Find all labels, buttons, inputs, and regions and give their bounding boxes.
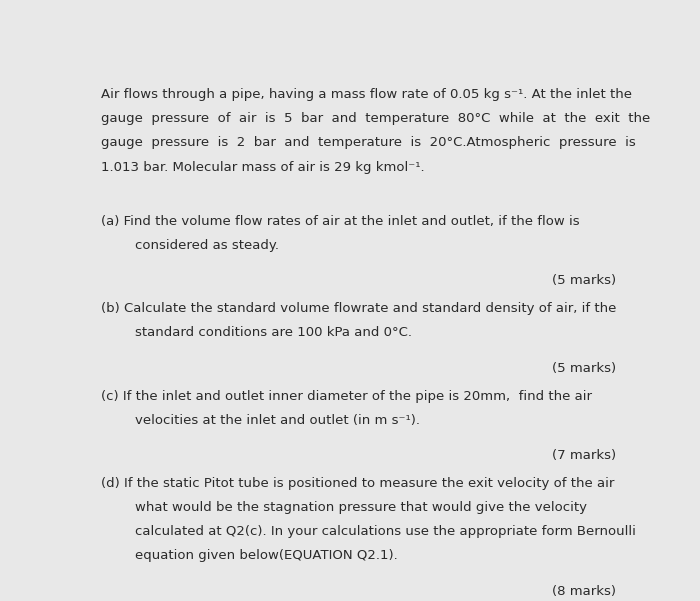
Text: (a) Find the volume flow rates of air at the inlet and outlet, if the flow is: (a) Find the volume flow rates of air at…	[101, 215, 580, 228]
Text: (c) If the inlet and outlet inner diameter of the pipe is 20mm,  find the air: (c) If the inlet and outlet inner diamet…	[101, 389, 592, 403]
Text: calculated at Q2(c). In your calculations use the appropriate form Bernoulli: calculated at Q2(c). In your calculation…	[101, 525, 636, 538]
Text: what would be the stagnation pressure that would give the velocity: what would be the stagnation pressure th…	[101, 501, 587, 514]
Text: equation given below(EQUATION Q2.1).: equation given below(EQUATION Q2.1).	[101, 549, 398, 563]
Text: considered as steady.: considered as steady.	[101, 239, 279, 252]
Text: (5 marks): (5 marks)	[552, 362, 617, 375]
Text: (b) Calculate the standard volume flowrate and standard density of air, if the: (b) Calculate the standard volume flowra…	[101, 302, 617, 315]
Text: velocities at the inlet and outlet (in m s⁻¹).: velocities at the inlet and outlet (in m…	[101, 413, 420, 427]
Text: (7 marks): (7 marks)	[552, 450, 617, 462]
Text: (5 marks): (5 marks)	[552, 274, 617, 287]
Text: (d) If the static Pitot tube is positioned to measure the exit velocity of the a: (d) If the static Pitot tube is position…	[101, 477, 615, 490]
Text: Air flows through a pipe, having a mass flow rate of 0.05 kg s⁻¹. At the inlet t: Air flows through a pipe, having a mass …	[101, 88, 632, 102]
Text: (8 marks): (8 marks)	[552, 585, 617, 598]
Text: standard conditions are 100 kPa and 0°C.: standard conditions are 100 kPa and 0°C.	[101, 326, 412, 339]
Text: 1.013 bar. Molecular mass of air is 29 kg kmol⁻¹.: 1.013 bar. Molecular mass of air is 29 k…	[101, 160, 425, 174]
Text: gauge  pressure  of  air  is  5  bar  and  temperature  80°C  while  at  the  ex: gauge pressure of air is 5 bar and tempe…	[101, 112, 650, 126]
Text: gauge  pressure  is  2  bar  and  temperature  is  20°C.Atmospheric  pressure  i: gauge pressure is 2 bar and temperature …	[101, 136, 636, 150]
